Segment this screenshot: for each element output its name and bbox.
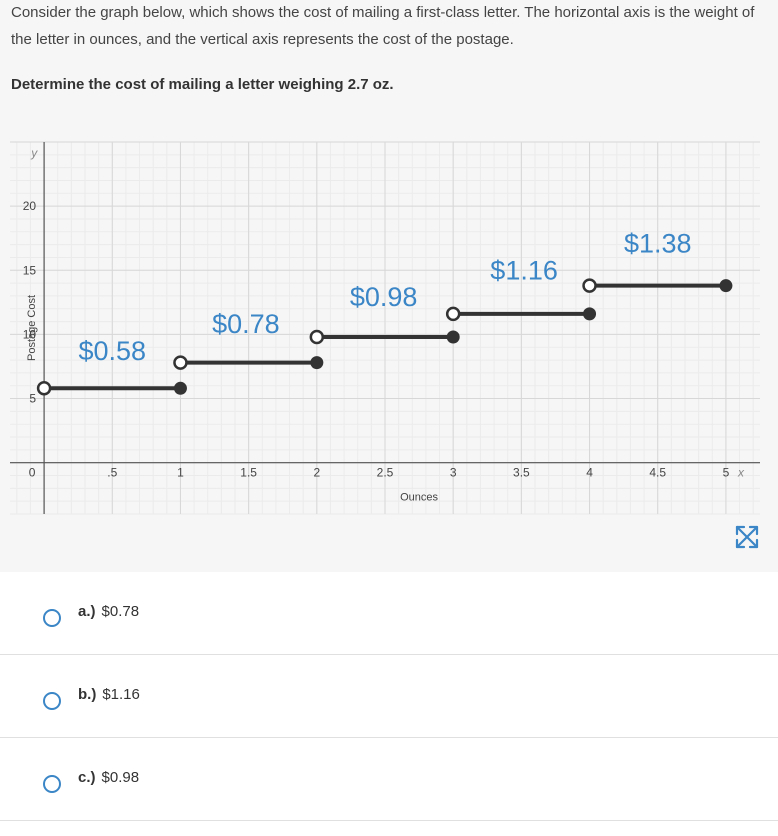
radio-button-icon[interactable] (43, 609, 61, 627)
step-value-label: $1.16 (490, 255, 558, 285)
choice-label: a.) $0.78 (78, 603, 140, 620)
postage-step-chart: y x .5 1 1.5 2 2.5 3 3.5 4 4.5 5 0 5 10 15 20 Ounces Posta… (10, 141, 760, 515)
y-tick-label: 20 (23, 199, 37, 213)
open-endpoint (582, 278, 597, 293)
expand-arrows-icon[interactable] (734, 524, 760, 550)
x-axis-letter: x (737, 466, 745, 480)
step-value-label: $0.78 (212, 309, 280, 339)
step-value-label: $0.98 (350, 282, 418, 312)
closed-endpoint (173, 381, 187, 395)
radio-button-icon[interactable] (43, 775, 61, 793)
step-value-label: $1.38 (624, 228, 692, 258)
closed-endpoint (719, 279, 733, 293)
answer-choice-a[interactable]: a.) $0.78 (0, 572, 778, 655)
origin-label: 0 (29, 466, 36, 480)
x-tick-label: 4.5 (649, 466, 666, 480)
x-tick-label: 5 (723, 466, 730, 480)
question-panel: Consider the graph below, which shows th… (0, 4, 778, 573)
x-tick-label: 3 (450, 466, 457, 480)
x-tick-label: .5 (107, 466, 117, 480)
answer-choice-c[interactable]: c.) $0.98 (0, 738, 778, 821)
x-tick-label: 2.5 (377, 466, 394, 480)
open-endpoint (173, 355, 188, 370)
open-endpoint (309, 329, 325, 345)
x-axis-title: Ounces (400, 492, 438, 504)
step-value-label: $0.58 (78, 336, 146, 366)
radio-button-icon[interactable] (43, 692, 61, 710)
choice-label: b.) $1.16 (78, 686, 140, 703)
x-tick-label: 2 (313, 466, 320, 480)
open-endpoint (445, 306, 461, 322)
question-prompt: Consider the graph below, which shows th… (11, 4, 755, 48)
x-tick-label: 3.5 (513, 466, 530, 480)
y-axis-letter: y (30, 146, 38, 160)
y-tick-label: 15 (23, 263, 37, 277)
closed-endpoint (583, 307, 597, 321)
x-tick-label: 4 (586, 466, 593, 480)
x-tick-label: 1.5 (240, 466, 257, 480)
open-endpoint (36, 381, 52, 396)
y-tick-label: 10 (23, 327, 37, 341)
x-tick-label: 1 (177, 466, 184, 480)
choice-label: c.) $0.98 (78, 769, 140, 786)
closed-endpoint (446, 330, 460, 344)
answer-choice-b[interactable]: b.) $1.16 (0, 655, 778, 738)
y-tick-label: 5 (29, 392, 36, 406)
question-instruction: Determine the cost of mailing a letter w… (11, 76, 394, 93)
closed-endpoint (310, 356, 324, 370)
y-axis-title: Postage Cost (26, 295, 38, 361)
